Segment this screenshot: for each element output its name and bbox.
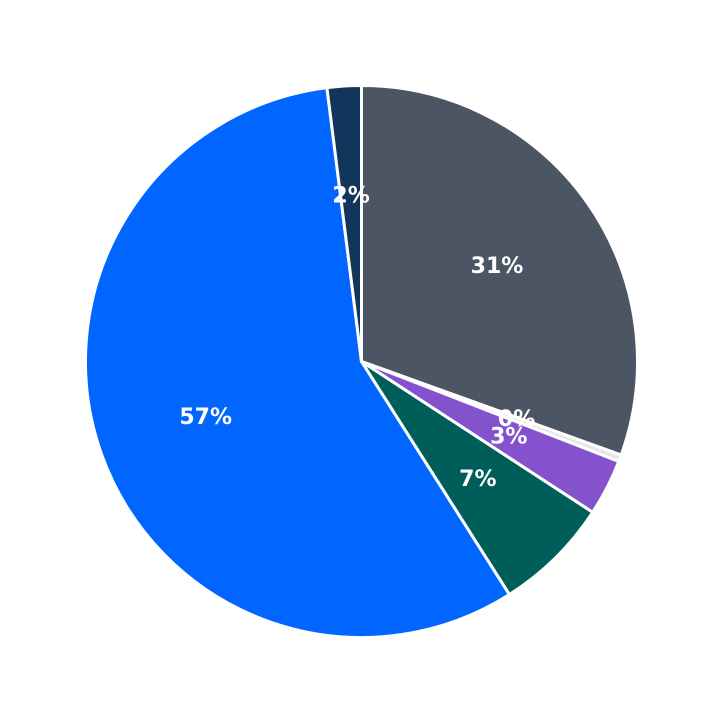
pie-slice-4 [83,86,511,639]
pie-slice-label-2: 3% [490,425,527,450]
pie-slice-label-4: 57% [179,405,232,430]
pie-slice-label-3: 7% [459,467,496,492]
pie-slice-label-5: 2% [332,184,369,209]
pie-slice-label-1: 0% [498,407,535,432]
labels-layer: 31% 0%3% 7% 57% 2% [179,184,535,492]
pie-slice-5 [325,84,363,363]
pie-slice-0 [360,84,639,457]
pie-slice-label-0: 31% [471,254,524,279]
pie-slice-3 [360,360,595,597]
slices-layer [83,84,639,639]
